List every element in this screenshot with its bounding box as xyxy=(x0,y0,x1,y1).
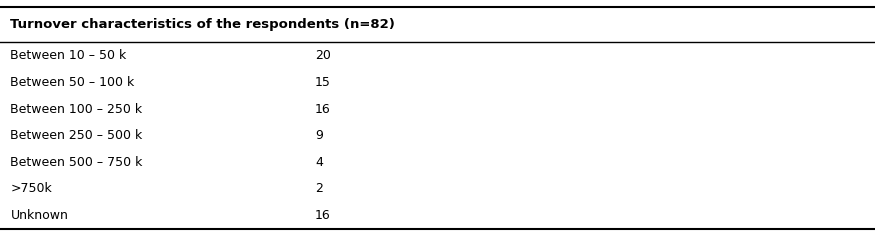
Text: 16: 16 xyxy=(315,103,331,116)
Text: 9: 9 xyxy=(315,129,323,142)
Text: 2: 2 xyxy=(315,182,323,195)
Text: Between 100 – 250 k: Between 100 – 250 k xyxy=(10,103,143,116)
Text: 4: 4 xyxy=(315,156,323,169)
Text: 16: 16 xyxy=(315,209,331,222)
Text: Between 10 – 50 k: Between 10 – 50 k xyxy=(10,49,127,62)
Text: 15: 15 xyxy=(315,76,331,89)
Text: Turnover characteristics of the respondents (n=82): Turnover characteristics of the responde… xyxy=(10,18,396,31)
Text: Between 500 – 750 k: Between 500 – 750 k xyxy=(10,156,143,169)
Text: >750k: >750k xyxy=(10,182,52,195)
Text: 20: 20 xyxy=(315,49,331,62)
Text: Between 250 – 500 k: Between 250 – 500 k xyxy=(10,129,143,142)
Text: Unknown: Unknown xyxy=(10,209,68,222)
Text: Between 50 – 100 k: Between 50 – 100 k xyxy=(10,76,135,89)
